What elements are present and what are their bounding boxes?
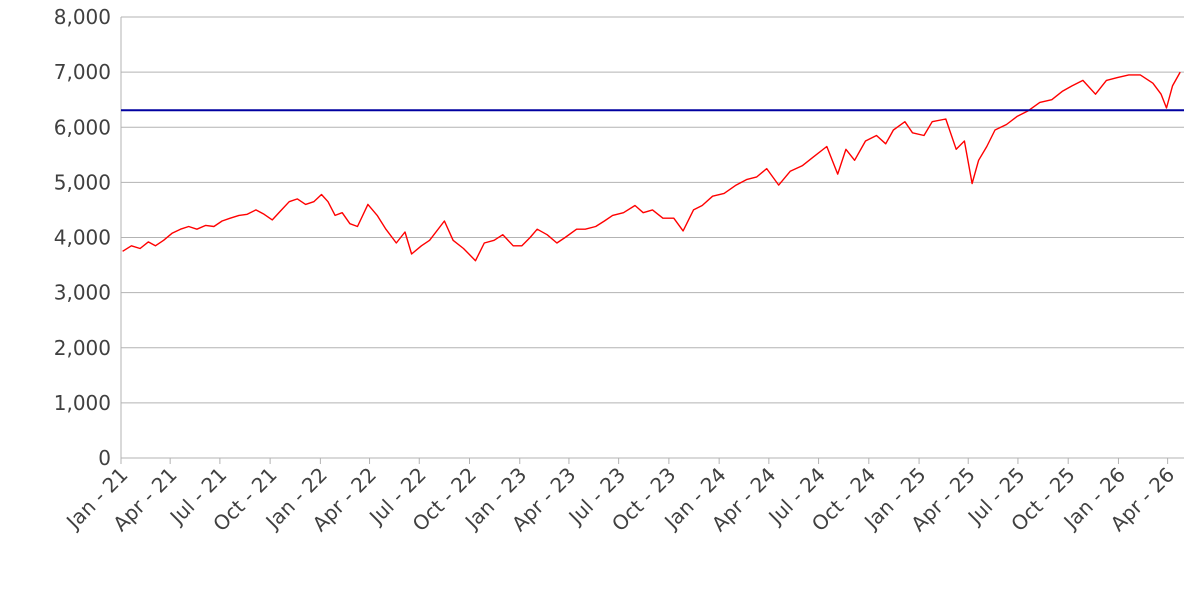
y-tick-label: 0 bbox=[98, 446, 111, 470]
y-tick-label: 3,000 bbox=[54, 281, 111, 305]
y-tick-label: 5,000 bbox=[54, 170, 111, 194]
series-line bbox=[122, 71, 1181, 262]
y-tick-label: 8,000 bbox=[54, 5, 111, 29]
y-axis-ticks: 0 1,000 2,000 3,000 4,000 5,000 6,000 7,000 8,00… bbox=[54, 5, 111, 470]
series bbox=[121, 71, 1184, 262]
y-tick-label: 6,000 bbox=[54, 115, 111, 139]
y-tick-label: 7,000 bbox=[54, 60, 111, 84]
y-tick-label: 4,000 bbox=[54, 226, 111, 250]
y-tick-label: 2,000 bbox=[54, 336, 111, 360]
grid bbox=[121, 16, 1184, 459]
y-tick-label: 1,000 bbox=[54, 391, 111, 415]
